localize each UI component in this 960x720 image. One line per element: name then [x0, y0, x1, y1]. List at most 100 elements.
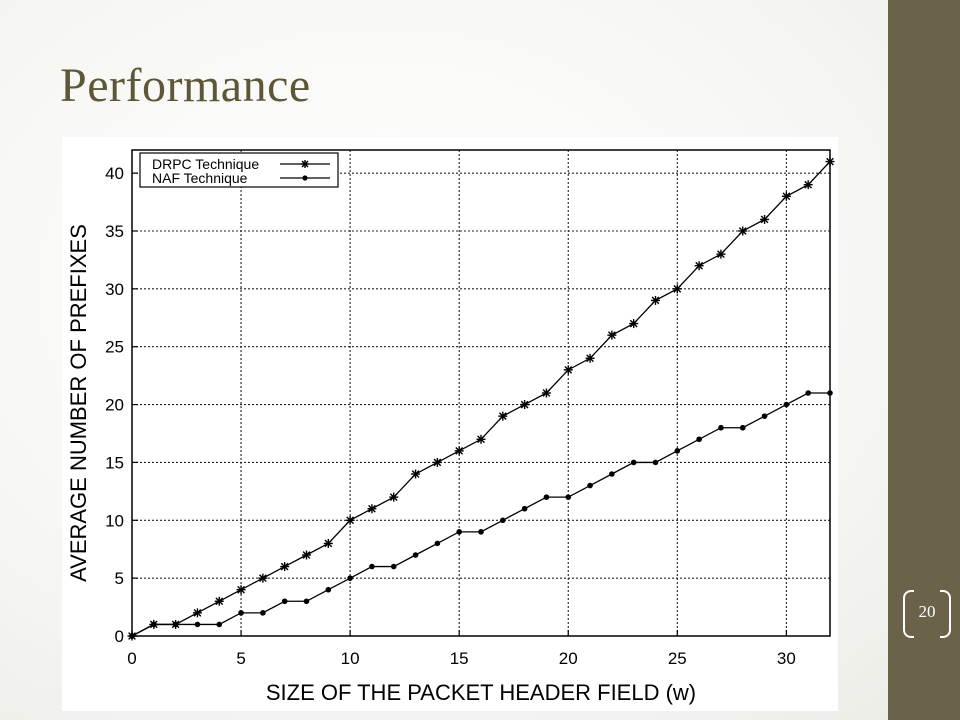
marker-stroke — [608, 331, 616, 340]
data-point — [803, 180, 813, 190]
marker-stroke — [782, 192, 791, 201]
marker-stroke — [717, 250, 725, 259]
data-point — [761, 413, 768, 419]
series-line — [131, 392, 830, 637]
data-point — [587, 482, 593, 489]
data-point — [585, 353, 595, 363]
marker-stroke — [477, 435, 485, 444]
data-point — [541, 388, 551, 398]
y-tick-label: 25 — [105, 338, 124, 357]
legend-label: DRPC Technique — [152, 156, 259, 172]
x-tick-label: 15 — [450, 649, 469, 668]
marker-stroke — [738, 227, 747, 235]
data-point — [672, 284, 682, 294]
data-point — [478, 529, 484, 535]
data-point — [783, 401, 790, 408]
grid — [132, 150, 830, 636]
data-point — [172, 621, 179, 628]
x-tick-label: 20 — [559, 649, 578, 668]
marker-stroke — [673, 284, 682, 293]
ticks: 0 5 10 15 20 25 30 0 5 10 15 20 25 30 35 40 — [105, 164, 796, 668]
data-point — [651, 295, 660, 305]
y-tick-label: 35 — [105, 222, 124, 241]
data-point — [238, 610, 244, 616]
data-point — [609, 471, 615, 477]
data-point — [260, 610, 266, 616]
marker-stroke — [389, 493, 398, 502]
y-tick-label: 5 — [115, 569, 124, 588]
data-point — [325, 586, 332, 593]
x-axis-label: SIZE OF THE PACKET HEADER FIELD (w) — [266, 680, 696, 705]
data-point — [781, 191, 791, 201]
data-point — [456, 529, 462, 535]
data-point — [214, 596, 224, 606]
x-tick-label: 5 — [236, 649, 245, 668]
marker-stroke — [259, 574, 267, 583]
x-tick-label: 10 — [341, 649, 360, 668]
legend-box — [139, 152, 339, 188]
data-point — [565, 494, 572, 500]
marker-stroke — [302, 551, 311, 559]
y-axis-label: AVERAGE NUMBER OF PREFIXES — [66, 224, 91, 582]
chart: 0 5 10 15 20 25 30 0 5 10 15 20 25 30 35 40 DRPC Techni… — [66, 149, 835, 705]
x-tick-label: 0 — [127, 649, 136, 668]
data-point — [652, 459, 659, 466]
y-tick-label: 20 — [105, 396, 124, 415]
data-point — [738, 226, 748, 236]
series-layer — [127, 157, 835, 641]
data-point — [323, 538, 333, 548]
data-point — [432, 457, 442, 467]
data-point — [607, 330, 617, 340]
data-point — [520, 400, 530, 410]
data-point — [498, 411, 508, 421]
sidebar-band — [888, 0, 960, 720]
marker-stroke — [346, 516, 354, 525]
data-point — [805, 390, 811, 396]
data-point — [694, 261, 704, 271]
marker-stroke — [411, 470, 420, 478]
marker-stroke — [651, 296, 660, 305]
marker-stroke — [280, 562, 289, 571]
data-point — [216, 621, 223, 628]
data-point — [434, 540, 441, 547]
page-number: 20 — [918, 602, 936, 621]
data-point — [280, 562, 290, 572]
marker-stroke — [629, 319, 638, 328]
data-point — [302, 550, 311, 560]
series-line — [131, 161, 831, 637]
y-tick-label: 10 — [105, 511, 124, 530]
data-point — [630, 459, 637, 466]
marker-stroke — [455, 446, 464, 455]
data-point — [347, 575, 353, 581]
marker-stroke — [301, 160, 309, 168]
marker-stroke — [520, 400, 529, 409]
series-1 — [127, 157, 835, 641]
data-point — [718, 424, 724, 431]
data-point — [258, 573, 268, 583]
data-point — [476, 434, 486, 444]
legend-marker — [302, 175, 308, 181]
marker-stroke — [368, 504, 376, 513]
data-point — [412, 552, 419, 558]
data-point — [303, 598, 310, 605]
page-number-badge: 20 — [903, 590, 951, 638]
y-tick-label: 0 — [115, 627, 124, 646]
marker-stroke — [215, 597, 224, 606]
data-point — [500, 517, 506, 524]
data-point — [411, 469, 421, 479]
data-point — [369, 563, 375, 570]
series-2 — [129, 390, 833, 639]
marker-stroke — [433, 458, 442, 467]
data-point — [543, 494, 550, 500]
marker-stroke — [237, 585, 245, 594]
marker-stroke — [324, 539, 333, 548]
y-tick-label: 15 — [105, 453, 124, 472]
data-point — [629, 319, 639, 329]
bracket-right — [940, 590, 951, 638]
data-point — [390, 563, 397, 570]
marker-stroke — [564, 365, 573, 374]
marker-stroke — [498, 412, 507, 421]
slide-title: Performance — [60, 59, 311, 112]
data-point — [760, 214, 770, 224]
